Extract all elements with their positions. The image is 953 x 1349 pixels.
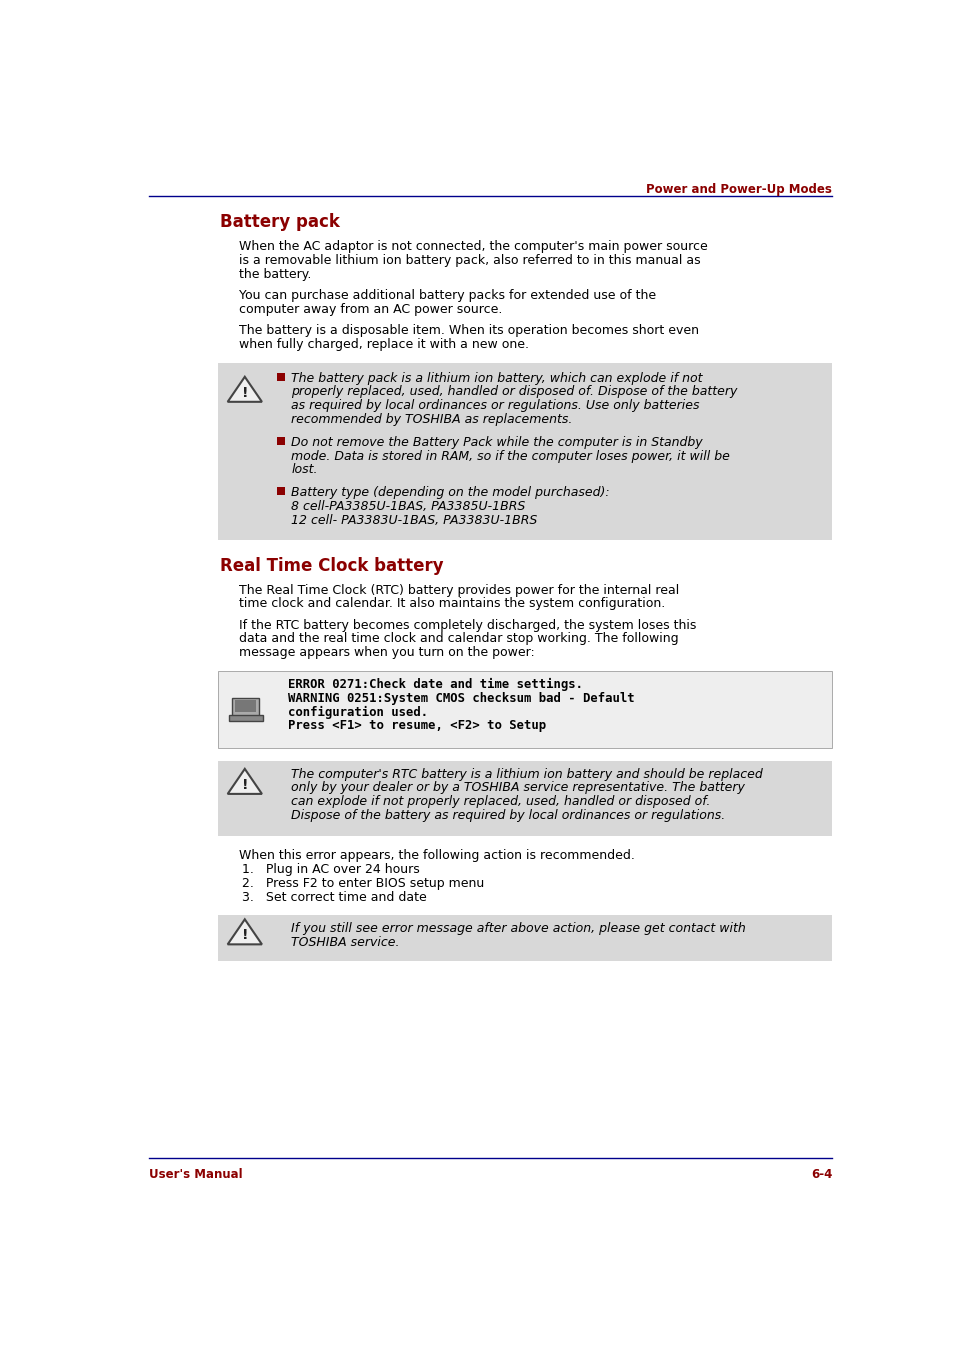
Text: When this error appears, the following action is recommended.: When this error appears, the following a… [239, 850, 635, 862]
Text: configuration used.: configuration used. [288, 706, 428, 719]
Text: can explode if not properly replaced, used, handled or disposed of.: can explode if not properly replaced, us… [291, 795, 710, 808]
FancyBboxPatch shape [277, 372, 285, 380]
Text: Do not remove the Battery Pack while the computer is in Standby: Do not remove the Battery Pack while the… [291, 436, 702, 449]
Text: is a removable lithium ion battery pack, also referred to in this manual as: is a removable lithium ion battery pack,… [239, 254, 700, 267]
Text: 2.   Press F2 to enter BIOS setup menu: 2. Press F2 to enter BIOS setup menu [242, 877, 484, 890]
Text: 6-4: 6-4 [810, 1167, 831, 1180]
Text: properly replaced, used, handled or disposed of. Dispose of the battery: properly replaced, used, handled or disp… [291, 386, 737, 398]
Text: If the RTC battery becomes completely discharged, the system loses this: If the RTC battery becomes completely di… [239, 619, 696, 631]
Text: 8 cell-PA3385U-1BAS, PA3385U-1BRS: 8 cell-PA3385U-1BAS, PA3385U-1BRS [291, 500, 525, 513]
Text: The computer's RTC battery is a lithium ion battery and should be replaced: The computer's RTC battery is a lithium … [291, 768, 762, 781]
Text: The battery is a disposable item. When its operation becomes short even: The battery is a disposable item. When i… [239, 324, 699, 337]
Text: TOSHIBA service.: TOSHIBA service. [291, 936, 399, 948]
Text: the battery.: the battery. [239, 268, 312, 281]
Polygon shape [228, 376, 262, 402]
Text: If you still see error message after above action, please get contact with: If you still see error message after abo… [291, 921, 745, 935]
Text: data and the real time clock and calendar stop working. The following: data and the real time clock and calenda… [239, 633, 679, 645]
Text: only by your dealer or by a TOSHIBA service representative. The battery: only by your dealer or by a TOSHIBA serv… [291, 781, 744, 795]
Text: !: ! [241, 928, 248, 943]
Text: Battery pack: Battery pack [220, 213, 339, 232]
Text: !: ! [241, 386, 248, 399]
Text: Power and Power-Up Modes: Power and Power-Up Modes [646, 182, 831, 196]
FancyBboxPatch shape [277, 487, 285, 495]
Text: You can purchase additional battery packs for extended use of the: You can purchase additional battery pack… [239, 289, 656, 302]
Text: !: ! [241, 778, 248, 792]
Text: lost.: lost. [291, 463, 317, 476]
Text: Real Time Clock battery: Real Time Clock battery [220, 557, 443, 575]
FancyBboxPatch shape [218, 670, 831, 749]
Text: 12 cell- PA3383U-1BAS, PA3383U-1BRS: 12 cell- PA3383U-1BAS, PA3383U-1BRS [291, 514, 537, 526]
Text: ERROR 0271:Check date and time settings.: ERROR 0271:Check date and time settings. [288, 679, 582, 691]
Text: WARNING 0251:System CMOS checksum bad - Default: WARNING 0251:System CMOS checksum bad - … [288, 692, 634, 706]
FancyBboxPatch shape [235, 700, 255, 712]
FancyBboxPatch shape [277, 437, 285, 445]
FancyBboxPatch shape [218, 761, 831, 835]
Text: User's Manual: User's Manual [149, 1167, 242, 1180]
Text: message appears when you turn on the power:: message appears when you turn on the pow… [239, 646, 535, 660]
Polygon shape [228, 919, 262, 944]
Text: as required by local ordinances or regulations. Use only batteries: as required by local ordinances or regul… [291, 399, 700, 413]
FancyBboxPatch shape [229, 715, 262, 722]
Text: computer away from an AC power source.: computer away from an AC power source. [239, 304, 502, 316]
Text: recommended by TOSHIBA as replacements.: recommended by TOSHIBA as replacements. [291, 413, 572, 426]
FancyBboxPatch shape [218, 363, 831, 540]
Text: time clock and calendar. It also maintains the system configuration.: time clock and calendar. It also maintai… [239, 598, 665, 610]
Text: The battery pack is a lithium ion battery, which can explode if not: The battery pack is a lithium ion batter… [291, 372, 702, 384]
Polygon shape [228, 769, 262, 795]
Text: Dispose of the battery as required by local ordinances or regulations.: Dispose of the battery as required by lo… [291, 809, 725, 822]
Text: The Real Time Clock (RTC) battery provides power for the internal real: The Real Time Clock (RTC) battery provid… [239, 584, 679, 596]
Text: Press <F1> to resume, <F2> to Setup: Press <F1> to resume, <F2> to Setup [288, 719, 546, 733]
Text: when fully charged, replace it with a new one.: when fully charged, replace it with a ne… [239, 339, 529, 351]
Text: When the AC adaptor is not connected, the computer's main power source: When the AC adaptor is not connected, th… [239, 240, 707, 254]
FancyBboxPatch shape [218, 915, 831, 960]
Text: mode. Data is stored in RAM, so if the computer loses power, it will be: mode. Data is stored in RAM, so if the c… [291, 449, 729, 463]
Text: Battery type (depending on the model purchased):: Battery type (depending on the model pur… [291, 486, 609, 499]
Text: 3.   Set correct time and date: 3. Set correct time and date [242, 890, 427, 904]
FancyBboxPatch shape [233, 697, 258, 716]
Text: 1.   Plug in AC over 24 hours: 1. Plug in AC over 24 hours [242, 863, 419, 877]
